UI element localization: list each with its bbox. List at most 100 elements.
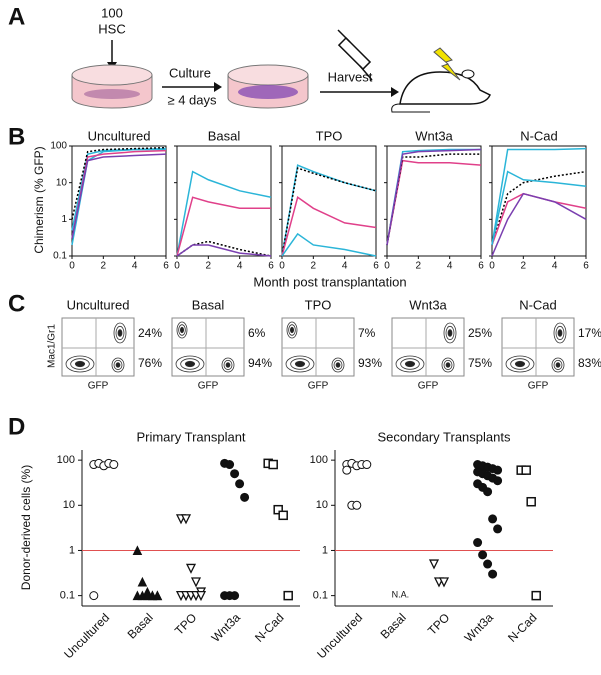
x-tick-label: 2 <box>311 261 317 272</box>
x-tick-label: 4 <box>552 261 558 272</box>
contour <box>175 355 205 373</box>
contour <box>288 324 296 336</box>
x-tick-label: 0 <box>69 261 75 272</box>
y-tick-label: 10 <box>63 499 75 511</box>
contour <box>286 321 298 339</box>
x-tick-label: N-Cad <box>252 610 286 644</box>
chart-title: TPO <box>316 128 343 143</box>
x-tick-label: 6 <box>478 261 484 272</box>
contour <box>443 322 457 344</box>
y-tick-label: 100 <box>50 141 67 152</box>
data-point <box>278 510 288 521</box>
step-label: Culture <box>169 65 211 80</box>
y-tick-label: 100 <box>310 454 328 466</box>
contour <box>221 357 235 373</box>
panel-label: C <box>8 290 25 317</box>
data-point <box>283 590 293 601</box>
flow-x-label: GFP <box>528 381 549 392</box>
flow-title: Uncultured <box>67 297 130 312</box>
flow-x-label: GFP <box>198 381 219 392</box>
flow-y-label: Mac1/Gr1 <box>47 324 58 368</box>
data-point <box>109 460 119 470</box>
series-line <box>71 149 167 239</box>
chart-title: Basal <box>208 128 241 143</box>
contour <box>333 359 343 371</box>
x-tick-label: Wnt3a <box>462 610 497 645</box>
data-point <box>493 476 503 486</box>
x-tick-label: 0 <box>174 261 180 272</box>
y-tick-label: 1 <box>69 544 75 556</box>
mouse-ear <box>461 69 475 79</box>
contour <box>553 322 567 344</box>
data-point <box>230 591 240 601</box>
series-line <box>491 147 587 246</box>
data-point <box>488 569 498 579</box>
data-point <box>521 465 531 475</box>
data-point <box>438 577 450 588</box>
data-point <box>531 590 541 601</box>
x-tick-label: 6 <box>373 261 379 272</box>
x-tick-label: Uncultured <box>61 610 112 661</box>
data-point <box>352 500 362 510</box>
contour <box>555 362 561 368</box>
contour <box>505 355 535 373</box>
contour <box>395 355 425 373</box>
y-tick-label: 10 <box>56 177 68 188</box>
x-tick-label: 2 <box>101 261 107 272</box>
contour <box>70 358 90 370</box>
data-point <box>362 460 372 470</box>
data-point <box>89 591 99 601</box>
contour <box>178 324 186 336</box>
series-line <box>176 170 272 257</box>
contour <box>400 358 420 370</box>
contour <box>551 357 565 373</box>
series-line <box>386 148 482 246</box>
chart-title: N-Cad <box>520 128 558 143</box>
data-point <box>526 496 536 507</box>
x-tick-label: 0 <box>384 261 390 272</box>
contour <box>113 322 127 344</box>
series-line <box>281 232 377 257</box>
data-point <box>488 514 498 524</box>
panel-label: A <box>8 3 25 30</box>
data-point <box>493 524 503 534</box>
data-point <box>137 576 148 587</box>
flow-upper-pct: 25% <box>468 326 492 340</box>
x-tick-label: N-Cad <box>505 610 539 644</box>
data-point <box>195 590 207 602</box>
data-point <box>190 577 202 588</box>
flow-title: Wnt3a <box>409 297 447 312</box>
y-axis-label: Donor-derived cells (%) <box>19 465 33 590</box>
dish-rim <box>227 64 309 86</box>
panel-label: D <box>8 413 25 440</box>
x-axis-label: Month post transplantation <box>253 274 406 289</box>
flow-title: Basal <box>192 297 225 312</box>
x-tick-label: 0 <box>279 261 285 272</box>
contour <box>331 357 345 373</box>
annotation: N.A. <box>392 589 410 599</box>
contour <box>180 358 200 370</box>
plot-frame <box>176 145 272 257</box>
contour <box>447 329 453 337</box>
contour <box>510 358 530 370</box>
series-line <box>281 196 377 257</box>
series-line <box>71 147 167 231</box>
contour <box>184 360 196 368</box>
contour <box>225 362 231 368</box>
data-point <box>152 590 163 601</box>
x-tick-label: 2 <box>521 261 527 272</box>
data-point <box>478 550 488 560</box>
x-tick-label: TPO <box>425 610 452 637</box>
data-point <box>240 492 250 502</box>
arrowhead <box>391 87 399 97</box>
x-tick-label: 4 <box>342 261 348 272</box>
panel-label: B <box>8 123 25 150</box>
series-line <box>71 153 167 239</box>
dish-rim <box>71 64 153 86</box>
contour <box>445 325 455 341</box>
cell-type: HSC <box>98 21 125 36</box>
y-axis-label: Chimerism (% GFP) <box>32 146 46 253</box>
mouse-tail <box>391 103 430 113</box>
contour <box>335 362 341 368</box>
flow-upper-pct: 7% <box>358 326 376 340</box>
